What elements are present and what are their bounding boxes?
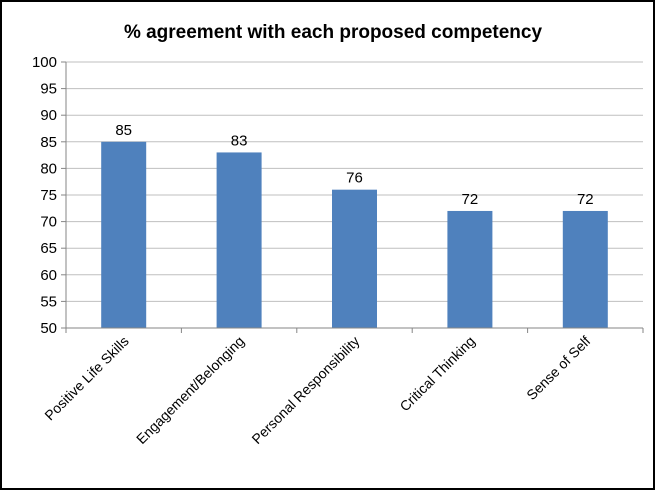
y-tick-label: 95 xyxy=(40,81,57,98)
bar xyxy=(216,152,262,328)
bar xyxy=(447,210,493,328)
axes xyxy=(61,61,644,333)
data-label: 83 xyxy=(231,132,248,149)
y-tick-label: 65 xyxy=(40,240,57,257)
bar xyxy=(101,141,147,328)
gridlines xyxy=(66,61,643,302)
category-label: Engagement/Belonging xyxy=(133,333,247,447)
category-label: Personal Responsibility xyxy=(248,333,362,447)
y-tick-label: 100 xyxy=(32,54,57,71)
bars xyxy=(101,141,608,328)
y-axis-ticks: 50 55 60 65 70 75 80 85 90 95 100 xyxy=(32,54,57,337)
category-labels: Positive Life Skills Engagement/Belonging… xyxy=(41,333,593,447)
y-tick-label: 50 xyxy=(40,320,57,337)
data-labels: 85 83 76 72 72 xyxy=(115,122,593,208)
bar xyxy=(332,189,377,328)
y-tick-label: 70 xyxy=(40,214,57,231)
y-tick-label: 80 xyxy=(40,160,57,177)
y-tick-label: 75 xyxy=(40,187,57,204)
data-label: 76 xyxy=(346,170,363,187)
y-tick-label: 90 xyxy=(40,107,57,124)
data-label: 72 xyxy=(577,191,594,208)
data-label: 85 xyxy=(115,122,132,139)
chart-title: % agreement with each proposed competenc… xyxy=(124,22,543,43)
bar xyxy=(562,210,608,328)
category-label: Sense of Self xyxy=(523,333,593,403)
data-label: 72 xyxy=(462,191,479,208)
y-tick-label: 55 xyxy=(40,293,57,310)
category-label: Positive Life Skills xyxy=(41,333,132,424)
y-tick-label: 85 xyxy=(40,134,57,151)
category-label: Critical Thinking xyxy=(396,333,478,415)
y-tick-label: 60 xyxy=(40,267,57,284)
